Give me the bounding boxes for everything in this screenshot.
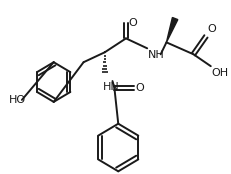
Text: NH: NH: [147, 50, 164, 60]
Text: O: O: [206, 24, 215, 34]
Text: OH: OH: [211, 68, 228, 78]
Text: HO: HO: [8, 95, 25, 105]
Text: HN: HN: [102, 82, 119, 92]
Text: O: O: [127, 18, 136, 27]
Text: O: O: [135, 83, 144, 93]
Polygon shape: [166, 18, 177, 42]
